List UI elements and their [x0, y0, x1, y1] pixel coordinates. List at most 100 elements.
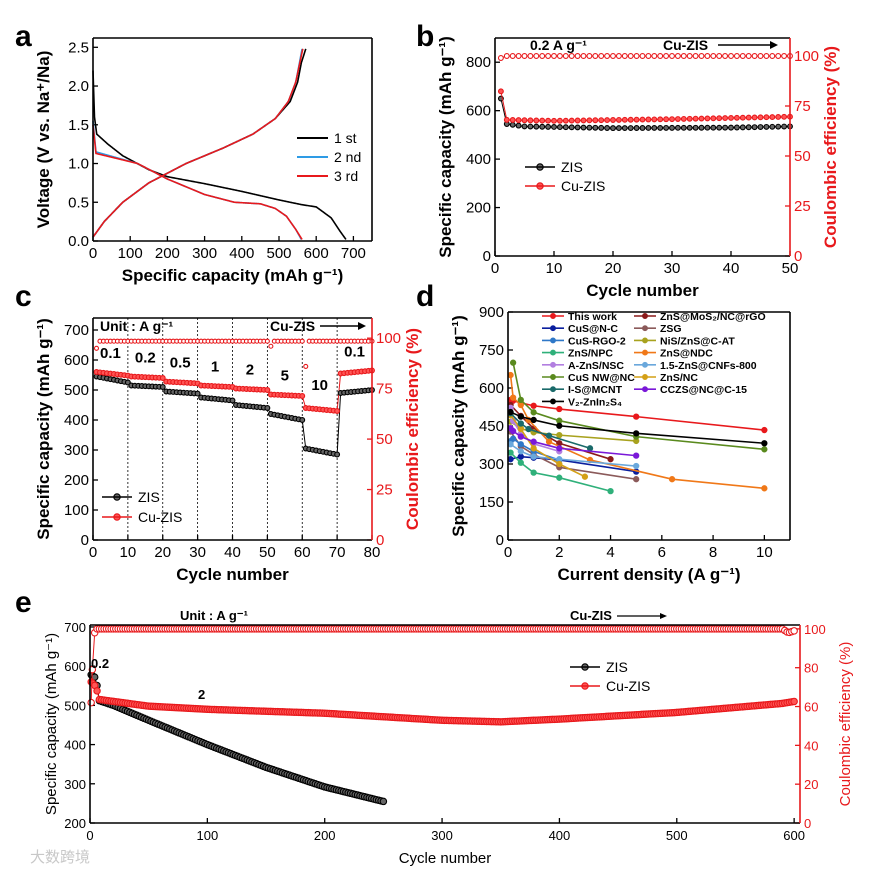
data-point — [621, 125, 628, 132]
data-point — [545, 432, 553, 439]
data-point — [592, 124, 599, 131]
plot-area — [92, 48, 347, 240]
data-point — [692, 115, 699, 122]
legend-label: NiS/ZnS@C-AT — [660, 335, 735, 347]
data-point — [680, 124, 687, 131]
data-point — [517, 413, 524, 420]
x-tick-label: 60 — [294, 544, 311, 561]
y-tick-label: 400 — [466, 151, 491, 168]
data-point — [580, 117, 587, 124]
cu-zis-annotation: Cu-ZIS — [270, 318, 315, 334]
data-point — [574, 117, 581, 124]
data-point — [775, 114, 782, 120]
plot-area — [87, 625, 798, 806]
data-point — [669, 116, 675, 123]
data-point — [663, 124, 670, 131]
y-tick-label: 600 — [64, 659, 86, 674]
data-point — [739, 53, 746, 59]
panel-label: d — [416, 280, 434, 313]
data-point — [93, 687, 101, 695]
cu-zis-annotation: Cu-ZIS — [663, 37, 708, 53]
data-point — [716, 124, 723, 131]
legend-label: Cu-ZIS — [561, 178, 605, 194]
x-tick-label: 100 — [197, 828, 219, 843]
data-point — [633, 116, 640, 123]
data-point — [763, 123, 770, 130]
data-point — [763, 53, 770, 59]
data-point — [539, 53, 546, 59]
data-point — [745, 53, 752, 59]
data-point — [657, 116, 664, 123]
y-tick-label: 400 — [64, 738, 86, 753]
data-point — [586, 53, 593, 59]
x-tick-label: 0 — [86, 828, 93, 843]
curve-1st-charge — [92, 48, 307, 238]
data-point — [674, 116, 681, 122]
data-point — [497, 88, 504, 95]
data-point — [551, 117, 557, 124]
data-point — [751, 53, 758, 59]
data-point — [607, 487, 614, 495]
data-point — [517, 401, 524, 409]
legend-label: ZSG — [660, 323, 682, 335]
data-point — [669, 53, 675, 59]
data-point — [87, 698, 95, 707]
x-axis-label: Current density (A g⁻¹) — [557, 565, 740, 584]
data-point — [264, 387, 271, 393]
plot-area — [93, 318, 375, 540]
arrow-head-icon — [660, 613, 667, 619]
panel-a: a 0 100 200 300 400 500 600 700 0.0 0.5 1.0 1.5 2.0 2.… — [15, 20, 373, 285]
unit-annotation: Unit : A g⁻¹ — [180, 608, 248, 623]
data-point — [530, 402, 537, 409]
data-point — [497, 55, 504, 61]
data-point — [669, 124, 675, 131]
y-tick-label: 0 — [483, 248, 491, 265]
y-tick-label: 300 — [479, 456, 504, 473]
data-point — [633, 53, 640, 59]
data-point — [769, 123, 776, 130]
data-point — [264, 405, 271, 411]
y2-tick-label: 0 — [376, 532, 384, 549]
data-point — [545, 53, 552, 59]
data-point — [556, 417, 563, 424]
curve-2nd-discharge — [92, 120, 303, 240]
data-point — [728, 53, 734, 59]
data-point — [722, 124, 729, 131]
data-point — [194, 390, 201, 397]
y2-tick-label: 0 — [794, 248, 802, 265]
data-point — [739, 114, 746, 121]
y-tick-label: 2.0 — [68, 78, 89, 95]
data-point — [562, 124, 569, 131]
data-point — [674, 124, 681, 131]
y-tick-label: 750 — [479, 342, 504, 359]
legend-label: 3 rd — [334, 168, 358, 184]
data-point — [704, 115, 711, 122]
x-tick-label: 40 — [723, 260, 740, 277]
data-point — [633, 462, 640, 470]
data-point — [790, 627, 798, 635]
y2-tick-label: 100 — [376, 330, 401, 347]
data-point — [580, 53, 587, 59]
x-tick-label: 80 — [364, 544, 381, 561]
data-point — [704, 124, 711, 131]
y-tick-label: 700 — [64, 322, 89, 339]
data-point — [607, 456, 614, 463]
data-point — [781, 113, 788, 120]
y-tick-label: 0.5 — [68, 194, 89, 211]
data-point — [551, 124, 557, 130]
data-point — [645, 53, 652, 59]
rate-label: 1 — [211, 359, 219, 376]
data-point — [299, 393, 306, 399]
data-point — [517, 425, 524, 433]
data-point — [633, 430, 640, 437]
data-point — [627, 125, 634, 131]
y2-tick-label: 100 — [794, 48, 819, 65]
panel-label: c — [15, 280, 32, 313]
data-point — [562, 53, 569, 59]
data-point — [639, 125, 646, 131]
y2-tick-label: 50 — [794, 148, 811, 165]
x-axis-label: Cycle number — [399, 850, 492, 867]
panel-label: b — [416, 20, 434, 53]
data-point — [710, 53, 717, 59]
rate-label: 5 — [281, 368, 289, 385]
